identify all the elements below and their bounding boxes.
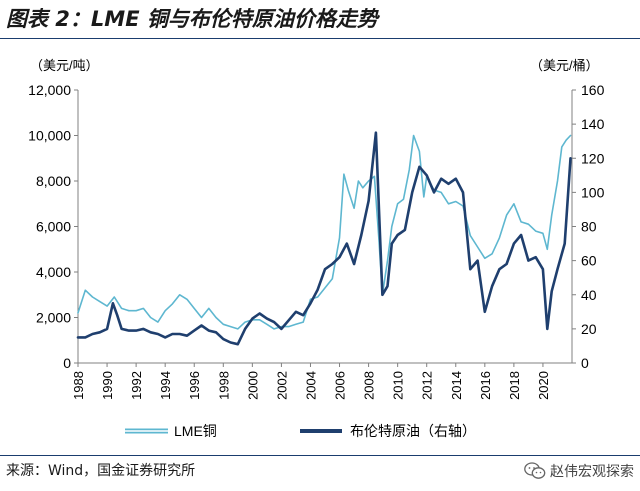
chart-lines [76,131,572,346]
left-tick-label: 6,000 [36,219,71,235]
x-tick-label: 2016 [478,371,493,400]
x-tick-label: 1992 [129,371,144,400]
source-divider [0,455,640,456]
right-tick-label: 80 [581,219,597,235]
x-tick-label: 2002 [274,371,289,400]
x-tick-label: 2018 [507,371,522,400]
chart-title: 图表 2：LME 铜与布伦特原油价格走势 [6,7,378,31]
copper-series-line [77,134,572,330]
chart-legend: LME铜 布伦特原油（右轴） [125,423,476,439]
title-divider [0,38,640,39]
left-tick-label: 4,000 [36,264,71,280]
left-tick-label: 12,000 [28,82,71,98]
right-tick-label: 40 [581,287,597,303]
brent-series-line [76,131,572,346]
x-tick-label: 1990 [100,371,115,400]
x-tick-label: 2014 [449,371,464,400]
left-tick-label: 0 [63,355,71,371]
legend-label-brent: 布伦特原油（右轴） [350,423,476,439]
right-tick-label: 160 [581,82,605,98]
right-tick-label: 60 [581,253,597,269]
left-tick-label: 10,000 [28,128,71,144]
x-tick-label: 2008 [362,371,377,400]
source-note: 来源：Wind，国金证券研究所 [6,463,196,479]
x-tick-label: 1996 [187,371,202,400]
x-tick-label: 1998 [216,371,231,400]
x-tick-label: 1994 [158,371,173,400]
x-tick-label: 2004 [303,371,318,400]
left-tick-label: 2,000 [36,310,71,326]
x-tick-label: 2020 [536,371,551,400]
right-tick-label: 120 [581,150,605,166]
x-tick-label: 2006 [333,371,348,400]
chart-axes: （美元/吨） （美元/桶） 0 2,000 4,000 6,000 8,000 10,000 1… [28,58,604,400]
legend-label-copper: LME铜 [174,423,217,439]
x-tick-label: 2000 [245,371,260,400]
watermark-text: 赵伟宏观探索 [550,464,634,480]
watermark: 赵伟宏观探索 [524,456,634,486]
x-tick-label: 2010 [391,371,406,400]
chart: （美元/吨） （美元/桶） 0 2,000 4,000 6,000 8,000 10,000 1… [28,58,604,439]
left-tick-label: 8,000 [36,173,71,189]
right-tick-label: 20 [581,321,597,337]
right-axis-label: （美元/桶） [530,58,599,73]
left-axis-label: （美元/吨） [30,58,99,73]
right-tick-label: 100 [581,184,605,200]
right-tick-label: 0 [581,355,589,371]
right-tick-label: 140 [581,116,605,132]
wechat-icon [524,462,546,479]
x-tick-label: 2012 [420,371,435,400]
x-tick-label: 1988 [71,371,86,400]
